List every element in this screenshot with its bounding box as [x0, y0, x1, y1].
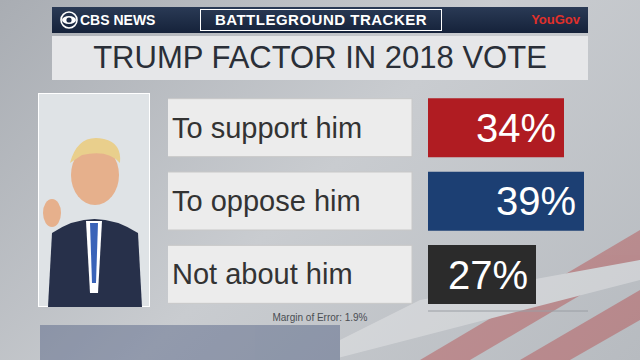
html-text:TRUMP FACTOR IN 2018 VOTE: TRUMP FACTOR IN 2018 VOTE	[93, 40, 547, 75]
svg-text:27%: 27%	[448, 253, 528, 297]
html-text:Margin of Error: 1.9%: Margin of Error: 1.9%	[272, 312, 368, 323]
html-text:YouGov: YouGov	[531, 12, 580, 27]
svg-text:Not about him: Not about him	[172, 258, 353, 290]
html-text:CBS NEWS: CBS NEWS	[80, 12, 156, 28]
html-text:BATTLEGROUND TRACKER: BATTLEGROUND TRACKER	[214, 11, 428, 28]
svg-text:34%: 34%	[476, 106, 556, 150]
svg-text:39%: 39%	[496, 179, 576, 223]
svg-text:To oppose him: To oppose him	[172, 185, 361, 217]
svg-text:To support him: To support him	[172, 112, 362, 144]
